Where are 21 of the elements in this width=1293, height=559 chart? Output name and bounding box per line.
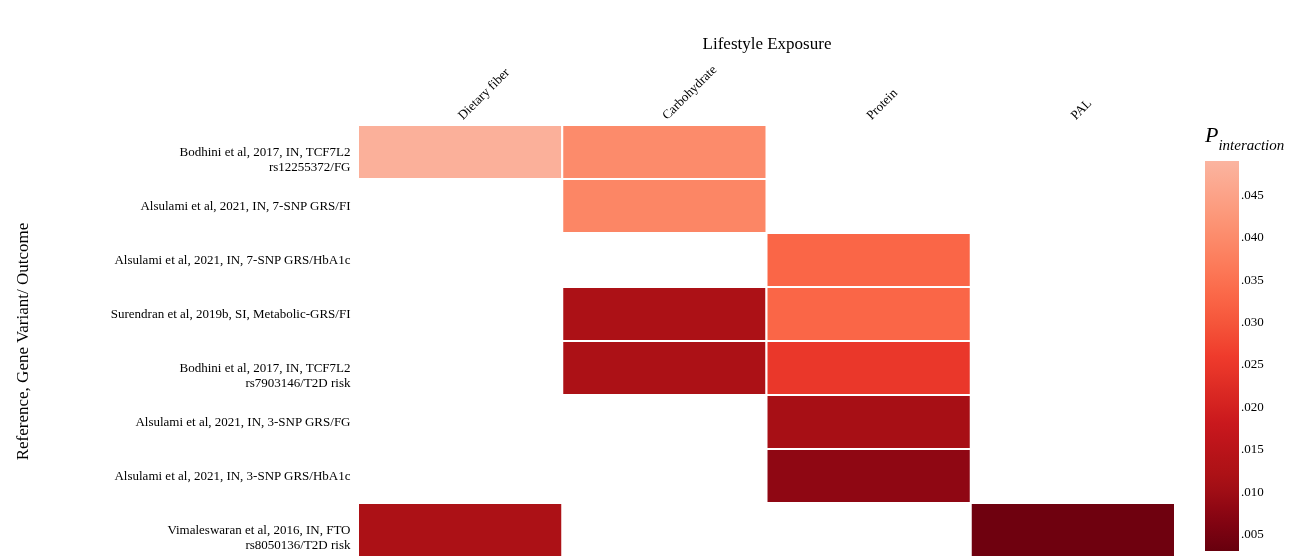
color-bar-label: .030 — [1241, 314, 1264, 330]
color-bar-title: P$_{interaction}$ — [1204, 122, 1285, 153]
color-bar-label: .010 — [1241, 483, 1264, 499]
color-bar-label: .040 — [1241, 229, 1264, 245]
y-tick-label: Alsulami et al, 2021, IN, 3-SNP GRS/HbA1c — [114, 468, 351, 483]
y-tick-label: Bodhini et al, 2017, IN, TCF7L2 rs7903146/T2D risk — [179, 360, 351, 390]
y-tick-label: Alsulami et al, 2021, IN, 3-SNP GRS/FG — [135, 414, 351, 429]
y-tick-label: Vimaleswaran et al, 2016, IN, FTO rs8050136/T2D risk — [167, 522, 351, 552]
color-bar-label: .035 — [1241, 271, 1264, 287]
y-tick-label: Alsulami et al, 2021, IN, 7-SNP GRS/HbA1c — [114, 252, 351, 267]
y-tick-label: Alsulami et al, 2021, IN, 7-SNP GRS/FI — [140, 198, 351, 213]
color-bar-label: .025 — [1241, 356, 1264, 372]
y-tick-label: Surendran et al, 2019b, SI, Metabolic-GRS/FI — [110, 306, 351, 321]
y-tick-label: Bodhini et al, 2017, IN, TCF7L2 rs12255372/FG — [179, 144, 351, 174]
color-bar-label: .005 — [1241, 526, 1264, 542]
color-bar-label: .045 — [1241, 186, 1264, 202]
color-bar-label: .020 — [1241, 398, 1264, 414]
color-bar-label: .015 — [1241, 441, 1264, 457]
x-tick-label: PAL — [1067, 95, 1095, 123]
y-axis-title: Reference, Gene Variant/ Outcome — [12, 222, 32, 461]
x-axis-title: Lifestyle Exposure — [702, 34, 832, 54]
